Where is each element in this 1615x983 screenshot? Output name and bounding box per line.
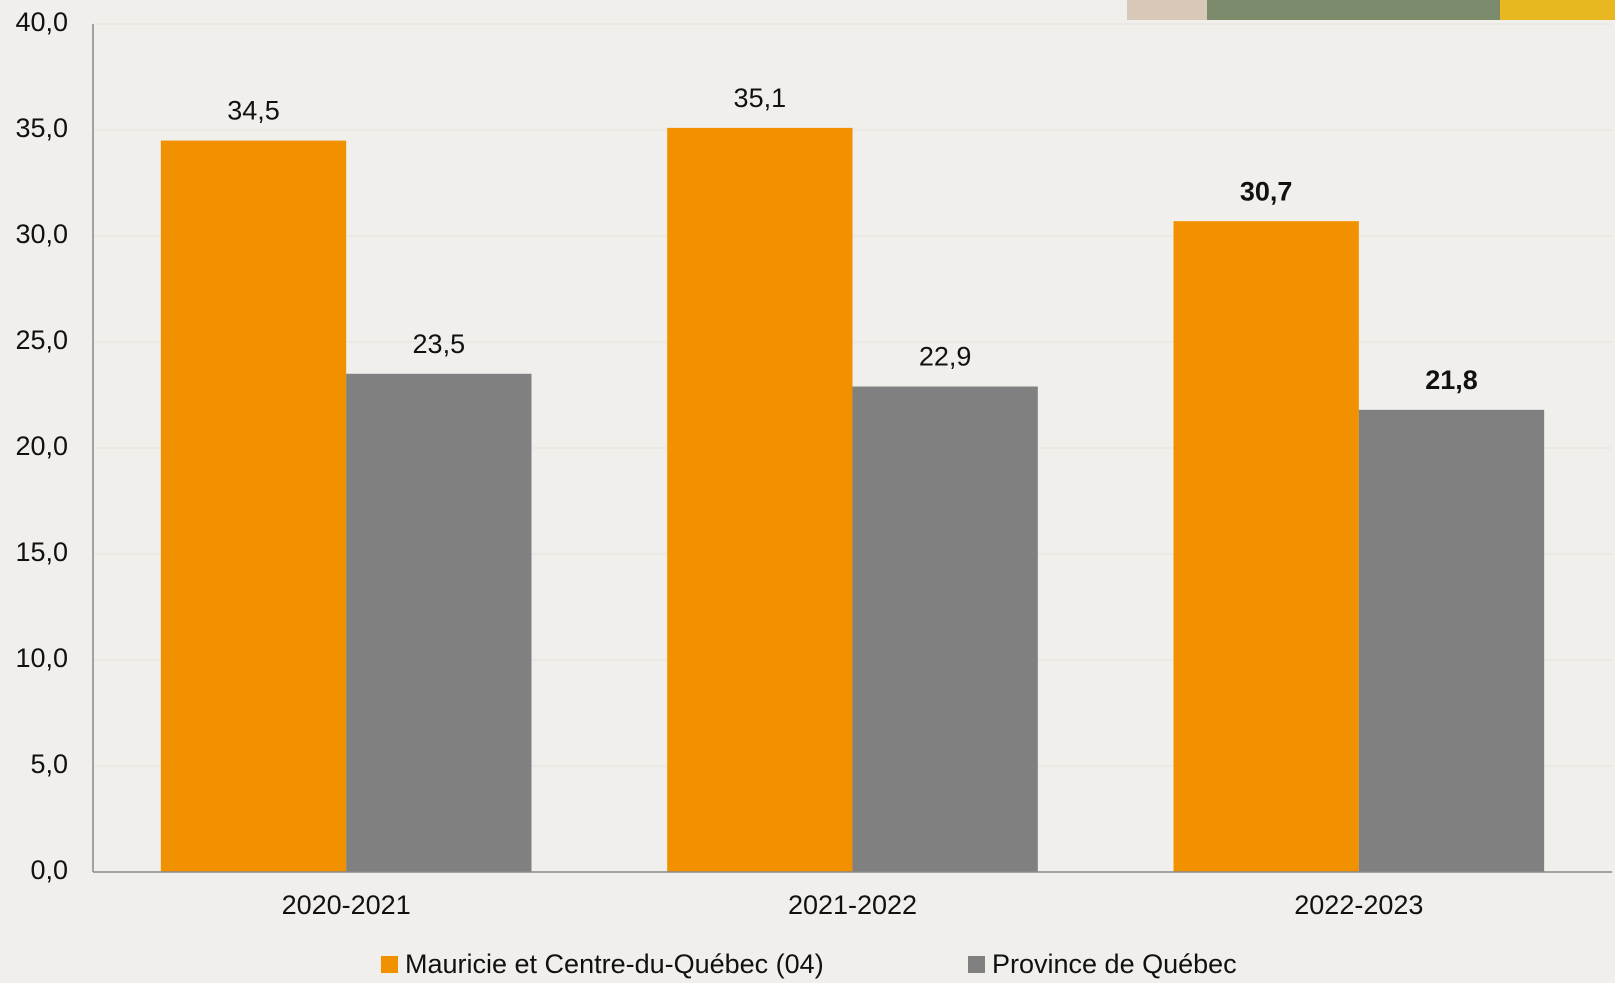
y-tick-label: 5,0 bbox=[30, 749, 68, 779]
y-tick-label: 25,0 bbox=[15, 325, 68, 355]
photo-fragment bbox=[1500, 0, 1615, 20]
y-tick-label: 35,0 bbox=[15, 113, 68, 143]
legend-swatch bbox=[381, 956, 398, 973]
value-label: 30,7 bbox=[1240, 176, 1293, 206]
x-tick-label: 2022-2023 bbox=[1294, 890, 1423, 920]
y-tick-label: 0,0 bbox=[30, 855, 68, 885]
legend-swatch bbox=[968, 956, 985, 973]
photo-fragment bbox=[1127, 0, 1207, 20]
y-tick-label: 30,0 bbox=[15, 219, 68, 249]
y-tick-label: 15,0 bbox=[15, 537, 68, 567]
bar bbox=[852, 386, 1038, 872]
bar bbox=[1173, 221, 1359, 872]
x-tick-label: 2020-2021 bbox=[282, 890, 411, 920]
legend-label: Province de Québec bbox=[992, 949, 1237, 979]
value-label: 23,5 bbox=[413, 329, 466, 359]
y-tick-label: 10,0 bbox=[15, 643, 68, 673]
value-label: 34,5 bbox=[227, 96, 280, 126]
bar bbox=[160, 140, 347, 873]
y-tick-label: 20,0 bbox=[15, 431, 68, 461]
x-tick-label: 2021-2022 bbox=[788, 890, 917, 920]
legend-label: Mauricie et Centre-du-Québec (04) bbox=[405, 949, 824, 979]
value-label: 22,9 bbox=[919, 342, 972, 372]
value-label: 21,8 bbox=[1425, 365, 1478, 395]
y-tick-label: 40,0 bbox=[15, 7, 68, 37]
bar bbox=[346, 373, 532, 872]
value-label: 35,1 bbox=[734, 83, 787, 113]
bar bbox=[667, 127, 853, 872]
photo-fragment bbox=[1127, 0, 1615, 20]
bar bbox=[1358, 409, 1545, 872]
